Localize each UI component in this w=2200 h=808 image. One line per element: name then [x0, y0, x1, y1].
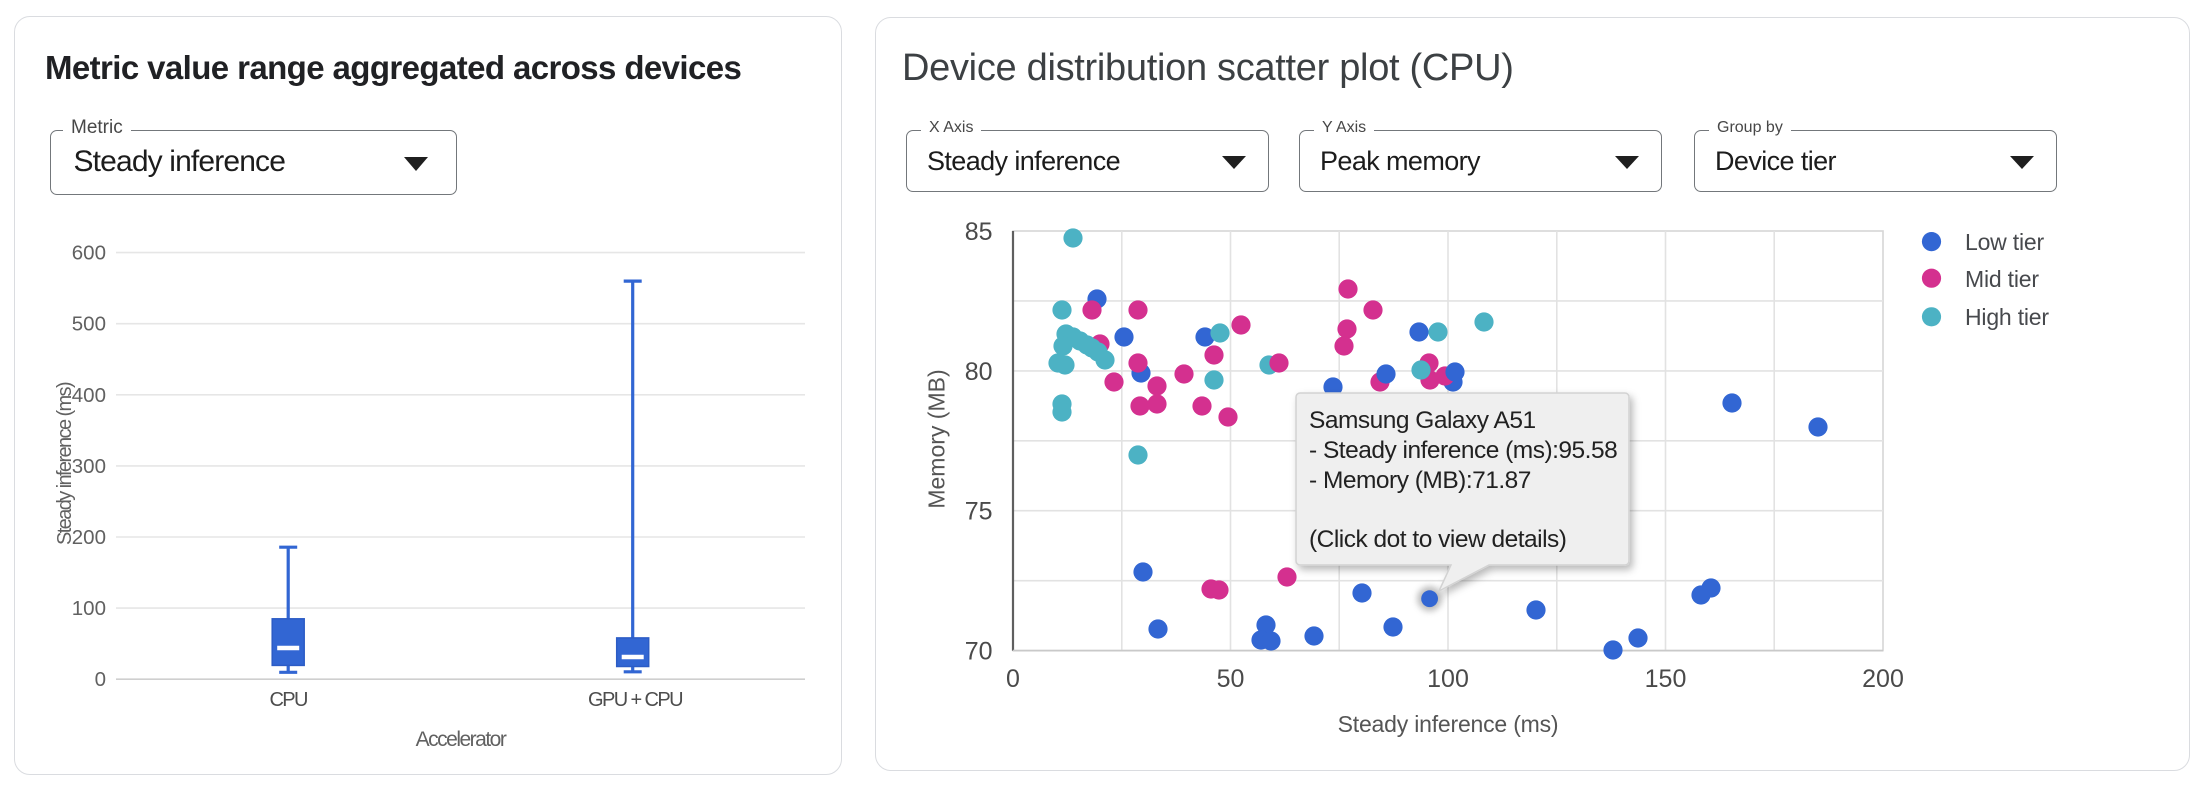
svg-text:Steady inference (ms): Steady inference (ms): [54, 382, 76, 545]
svg-text:High tier: High tier: [1965, 304, 2049, 330]
svg-text:0: 0: [95, 668, 106, 691]
svg-text:600: 600: [72, 242, 106, 265]
svg-text:Mid tier: Mid tier: [1965, 266, 2039, 292]
svg-text:0: 0: [1006, 665, 1020, 693]
svg-text:75: 75: [965, 498, 993, 526]
svg-text:85: 85: [965, 218, 993, 246]
svg-text:300: 300: [72, 455, 106, 478]
svg-text:200: 200: [1862, 665, 1904, 693]
svg-text:150: 150: [1645, 665, 1687, 693]
svg-text:80: 80: [965, 358, 993, 386]
svg-text:200: 200: [72, 526, 106, 549]
svg-text:GPU + CPU: GPU + CPU: [588, 689, 682, 711]
svg-text:- Steady inference (ms):95.58: - Steady inference (ms):95.58: [1309, 437, 1617, 464]
svg-text:50: 50: [1217, 665, 1245, 693]
svg-text:Steady inference (ms): Steady inference (ms): [1338, 711, 1559, 737]
svg-text:100: 100: [72, 597, 106, 620]
svg-text:70: 70: [965, 638, 993, 666]
svg-text:400: 400: [72, 384, 106, 407]
svg-text:Accelerator: Accelerator: [416, 728, 507, 751]
svg-text:- Memory (MB):71.87: - Memory (MB):71.87: [1309, 467, 1531, 494]
svg-text:100: 100: [1427, 665, 1469, 693]
svg-text:Memory (MB): Memory (MB): [924, 369, 950, 508]
svg-text:500: 500: [72, 313, 106, 336]
svg-text:(Click dot to view details): (Click dot to view details): [1309, 526, 1566, 553]
svg-text:Samsung Galaxy A51: Samsung Galaxy A51: [1309, 407, 1536, 434]
svg-text:Low tier: Low tier: [1965, 229, 2044, 255]
svg-text:CPU: CPU: [269, 689, 307, 711]
